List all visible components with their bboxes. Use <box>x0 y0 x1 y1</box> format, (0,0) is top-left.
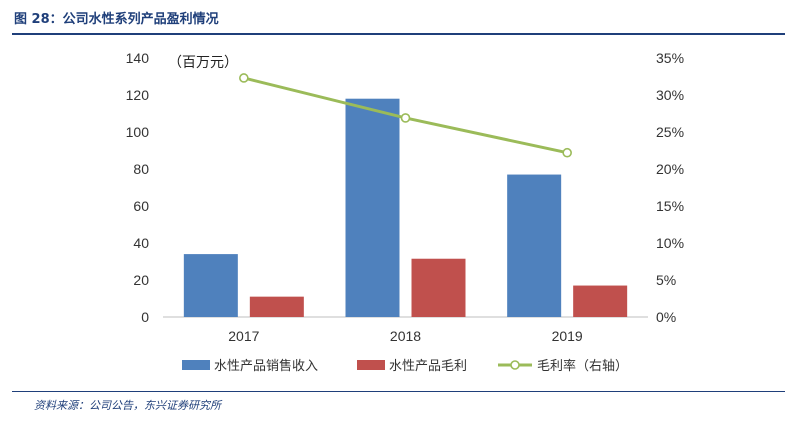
legend-label-sales: 水性产品销售收入 <box>214 358 318 374</box>
profit-bar <box>411 258 466 317</box>
chart-ticks: 0 20 40 60 80 100 120 140 0% 5% 10% 15% 20% 25% 30% 35%… <box>126 50 684 344</box>
source-note: 资料来源：公司公告，东兴证券研究所 <box>34 399 221 412</box>
sales-bar <box>183 254 238 317</box>
y-right-tick-label: 20% <box>656 161 684 177</box>
y-right-tick-label: 25% <box>656 124 684 140</box>
y-left-tick-label: 140 <box>126 50 150 66</box>
margin-point <box>400 113 411 123</box>
margin-point <box>562 147 572 158</box>
y-right-tick-label: 30% <box>656 87 684 103</box>
sales-bar <box>507 174 562 317</box>
legend-swatch-sales <box>182 360 210 370</box>
y-left-tick-label: 100 <box>126 124 150 140</box>
margin-point <box>239 73 249 83</box>
profit-bar <box>249 296 304 317</box>
profit-bar <box>573 285 628 317</box>
figure-title: 图 28：公司水性系列产品盈利情况 <box>14 12 219 27</box>
chart-bars <box>183 98 628 317</box>
footer-rule <box>12 391 785 392</box>
chart-line-series <box>239 73 572 158</box>
legend-marker-margin <box>510 360 520 370</box>
y-left-tick-label: 0 <box>141 309 149 325</box>
y-left-tick-label: 120 <box>126 87 150 103</box>
y-right-tick-label: 10% <box>656 235 684 251</box>
y-left-tick-label: 80 <box>133 161 149 177</box>
y-left-tick-label: 40 <box>133 235 149 251</box>
x-tick-label: 2019 <box>552 328 583 344</box>
sales-bar <box>345 98 400 317</box>
y-right-tick-label: 0% <box>656 309 676 325</box>
y-right-tick-label: 5% <box>656 272 676 288</box>
x-tick-label: 2017 <box>228 328 259 344</box>
x-tick-label: 2018 <box>390 328 421 344</box>
title-rule <box>12 33 785 35</box>
legend-label-profit: 水性产品毛利 <box>389 359 467 374</box>
y-left-tick-label: 20 <box>133 272 149 288</box>
chart-legend: 水性产品销售收入 水性产品毛利 毛利率（右轴） <box>182 358 628 374</box>
y-left-tick-label: 60 <box>133 198 149 214</box>
legend-label-margin: 毛利率（右轴） <box>537 358 628 374</box>
legend-swatch-profit <box>357 360 385 370</box>
y-right-tick-label: 15% <box>656 198 684 214</box>
unit-label: （百万元） <box>168 55 238 71</box>
y-right-tick-label: 35% <box>656 50 684 66</box>
